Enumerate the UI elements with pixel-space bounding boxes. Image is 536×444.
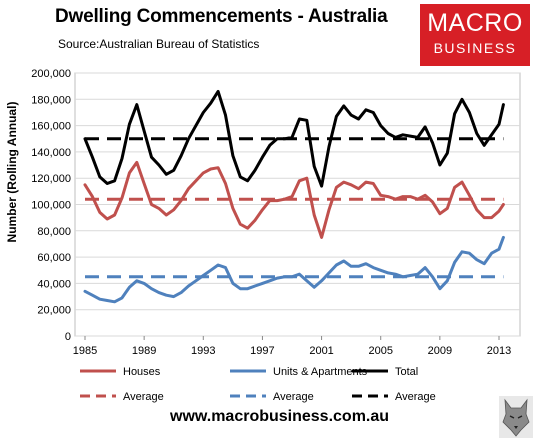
legend-label-2: Total	[395, 366, 418, 378]
legend-label-1: Units & Apartments	[273, 366, 368, 378]
y-tick-label: 80,000	[37, 226, 71, 238]
y-tick-label: 100,000	[31, 200, 71, 212]
chart-title: Dwelling Commencements - Australia	[55, 6, 388, 27]
y-tick-label: 0	[65, 331, 71, 343]
y-tick-label: 180,000	[31, 94, 71, 106]
x-tick-label: 1993	[191, 345, 215, 357]
x-tick-label: 1997	[250, 345, 274, 357]
y-tick-label: 200,000	[31, 68, 71, 80]
x-tick-label: 2001	[309, 345, 333, 357]
logo-line2: BUSINESS	[433, 40, 517, 56]
y-tick-label: 140,000	[31, 147, 71, 159]
x-tick-label: 2009	[428, 345, 452, 357]
x-tick-label: 1989	[132, 345, 156, 357]
legend-label-0: Houses	[123, 366, 161, 378]
wolf-icon	[499, 396, 533, 438]
y-tick-label: 40,000	[37, 278, 71, 290]
legend-label-3: Average	[123, 391, 164, 403]
y-tick-label: 20,000	[37, 305, 71, 317]
website-url: www.macrobusiness.com.au	[170, 408, 390, 425]
chart-source: Source:Australian Bureau of Statistics	[58, 37, 260, 51]
macrobusiness-logo: MACRO BUSINESS	[420, 4, 530, 66]
logo-line1: MACRO	[427, 9, 523, 37]
y-tick-label: 120,000	[31, 173, 71, 185]
y-tick-label: 160,000	[31, 121, 71, 133]
legend-label-4: Average	[273, 391, 314, 403]
series-line-2	[83, 89, 505, 188]
y-axis-label: Number (Rolling Annual)	[5, 102, 19, 243]
legend-label-5: Average	[395, 391, 436, 403]
y-tick-label: 60,000	[37, 252, 71, 264]
x-tick-label: 2005	[368, 345, 392, 357]
series-line-1	[83, 235, 505, 304]
x-tick-label: 2013	[487, 345, 511, 357]
series-line-0	[83, 160, 505, 239]
x-tick-label: 1985	[73, 345, 97, 357]
